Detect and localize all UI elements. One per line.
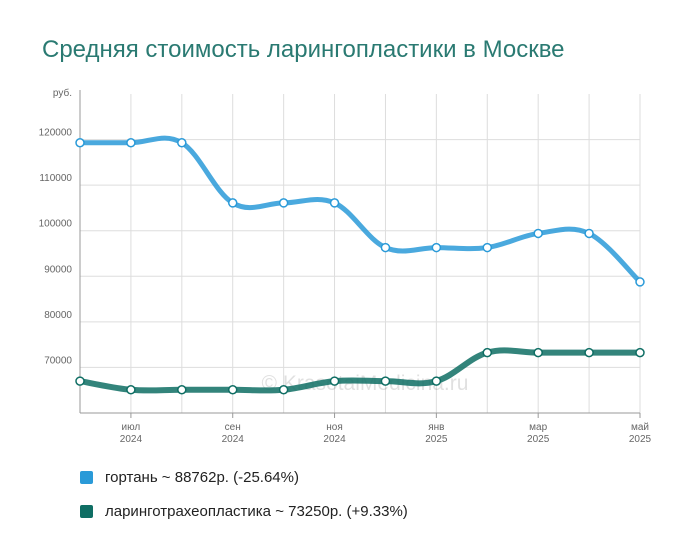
legend-label-laringotraheoplastika: ларинготрахеопластика ~ 73250р. (+9.33%) bbox=[105, 502, 408, 520]
data-point-gortan bbox=[329, 198, 340, 208]
data-point-laringotraheoplastika bbox=[329, 376, 340, 386]
price-line-chart: © KrasotaiMedicina.ru 700008000090000100… bbox=[39, 87, 652, 445]
y-tick-label: 80000 bbox=[44, 310, 72, 321]
data-point-laringotraheoplastika bbox=[431, 376, 442, 386]
x-tick-label-year: 2025 bbox=[527, 434, 550, 445]
data-point-laringotraheoplastika bbox=[177, 385, 187, 395]
legend: гортань ~ 88762р. (-25.64%) ларинготрахе… bbox=[80, 460, 408, 528]
data-point-gortan bbox=[431, 242, 442, 253]
data-point-laringotraheoplastika bbox=[227, 385, 238, 395]
legend-swatch-laringotraheoplastika bbox=[80, 504, 93, 518]
y-tick-label: 90000 bbox=[44, 264, 72, 275]
data-point-gortan bbox=[126, 138, 136, 148]
data-point-gortan bbox=[380, 242, 391, 253]
y-tick-label: 70000 bbox=[44, 355, 72, 366]
x-tick-label-year: 2025 bbox=[425, 434, 448, 445]
data-point-laringotraheoplastika bbox=[482, 347, 493, 358]
data-point-gortan bbox=[482, 242, 493, 253]
series-line-gortan bbox=[77, 135, 643, 285]
data-point-gortan bbox=[635, 277, 645, 287]
points-layer bbox=[75, 138, 645, 395]
chart-title: Средняя стоимость ларингопластики в Моск… bbox=[42, 36, 565, 63]
data-point-gortan bbox=[177, 138, 187, 148]
legend-item-gortan[interactable]: гортань ~ 88762р. (-25.64%) bbox=[80, 460, 408, 494]
data-point-gortan bbox=[227, 198, 238, 208]
data-point-laringotraheoplastika bbox=[533, 347, 543, 358]
data-point-laringotraheoplastika bbox=[635, 347, 645, 358]
data-point-laringotraheoplastika bbox=[584, 347, 594, 358]
y-unit-label: руб. bbox=[53, 87, 72, 99]
data-point-gortan bbox=[533, 228, 543, 239]
x-tick-label-year: 2024 bbox=[323, 434, 346, 445]
data-point-gortan bbox=[75, 138, 85, 148]
x-tick-label-year: 2024 bbox=[222, 434, 245, 445]
axis-layer: 70000 80000 90000 100000 110000 120000 руб. июл… bbox=[39, 87, 652, 445]
data-point-gortan bbox=[584, 228, 594, 239]
legend-item-laringotraheoplastika[interactable]: ларинготрахеопластика ~ 73250р. (+9.33%) bbox=[80, 494, 408, 528]
x-tick-label-month: май bbox=[631, 422, 649, 433]
data-point-laringotraheoplastika bbox=[75, 376, 85, 386]
legend-swatch-gortan bbox=[80, 470, 93, 484]
x-tick-label-month: сен bbox=[225, 422, 241, 433]
y-tick-label: 100000 bbox=[39, 219, 73, 230]
x-tick-label-month: июл bbox=[122, 422, 141, 433]
x-tick-label-year: 2024 bbox=[120, 434, 143, 445]
grid-layer bbox=[80, 94, 641, 413]
x-tick-label-month: мар bbox=[529, 422, 547, 433]
series-layer bbox=[77, 135, 643, 394]
x-tick-label-year: 2025 bbox=[629, 434, 652, 445]
y-tick-label: 110000 bbox=[39, 173, 72, 184]
x-tick-label-month: янв bbox=[428, 422, 444, 433]
data-point-gortan bbox=[278, 198, 289, 208]
y-tick-label: 120000 bbox=[39, 128, 73, 139]
data-point-laringotraheoplastika bbox=[380, 376, 391, 386]
legend-label-gortan: гортань ~ 88762р. (-25.64%) bbox=[105, 468, 299, 486]
data-point-laringotraheoplastika bbox=[278, 385, 289, 395]
x-tick-label-month: ноя bbox=[326, 422, 343, 433]
data-point-laringotraheoplastika bbox=[126, 385, 136, 395]
